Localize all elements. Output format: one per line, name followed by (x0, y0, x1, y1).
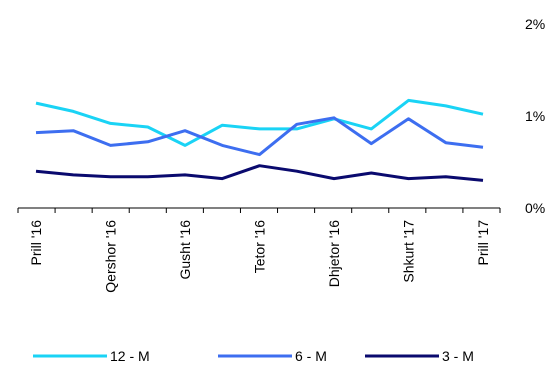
y-tick-label: 2% (525, 16, 545, 32)
legend-label-2: 3 - M (442, 348, 474, 364)
legend: 12 - M 6 - M 3 - M (33, 348, 474, 364)
legend-label-0: 12 - M (110, 348, 150, 364)
y-tick-label: 0% (525, 200, 545, 216)
x-axis-ticks: Prill '16 Qershor '16 Gusht '16 Tetor '16 Dh… (28, 220, 491, 293)
series-line-0 (35, 98, 484, 147)
axis-layer (17, 207, 501, 213)
x-tick-label: Shkurt '17 (401, 220, 417, 283)
x-tick-label: Prill '16 (28, 220, 44, 266)
x-tick-label: Qershor '16 (103, 220, 119, 293)
x-tick-label: Dhjetor '16 (326, 220, 342, 287)
x-tick-label: Tetor '16 (252, 220, 268, 273)
series-line-2 (35, 164, 484, 182)
series-layer (35, 98, 484, 182)
x-tick-label: Prill '17 (475, 220, 491, 266)
y-tick-label: 1% (525, 108, 545, 124)
y-axis-ticks: 0% 1% 2% (525, 16, 545, 216)
series-line-1 (35, 116, 484, 157)
legend-label-1: 6 - M (295, 348, 327, 364)
x-tick-label: Gusht '16 (177, 220, 193, 280)
